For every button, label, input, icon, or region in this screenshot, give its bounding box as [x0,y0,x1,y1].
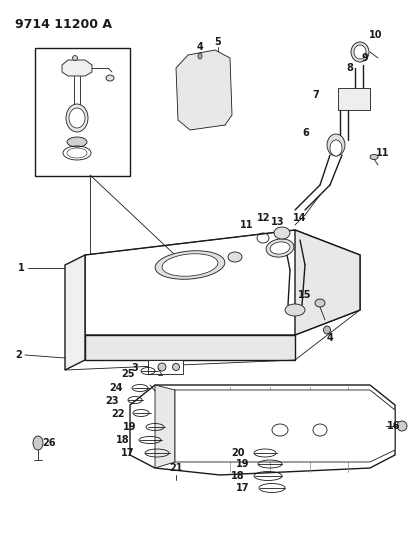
Ellipse shape [173,364,180,370]
Text: 24: 24 [109,383,123,393]
Ellipse shape [198,53,202,59]
Text: 6: 6 [302,128,309,138]
Ellipse shape [69,108,85,128]
Text: 4: 4 [327,333,333,343]
Polygon shape [62,60,92,76]
Ellipse shape [354,45,366,59]
Ellipse shape [266,239,294,257]
Bar [338,88,370,110]
Polygon shape [130,385,395,475]
Text: 10: 10 [369,30,383,40]
Text: 17: 17 [236,483,250,493]
Ellipse shape [351,42,369,62]
Text: 21: 21 [169,463,183,473]
Text: 19: 19 [123,422,137,432]
Ellipse shape [162,254,218,276]
Text: 11: 11 [376,148,390,158]
Text: 9: 9 [362,53,368,63]
Text: 13: 13 [271,217,285,227]
Polygon shape [295,230,360,335]
Ellipse shape [274,227,290,239]
Text: 19: 19 [236,459,250,469]
Ellipse shape [33,436,43,450]
Text: 22: 22 [111,409,125,419]
Text: 8: 8 [346,63,353,73]
Polygon shape [155,385,175,468]
Text: 18: 18 [116,435,130,445]
Text: 26: 26 [42,438,55,448]
Ellipse shape [397,421,407,431]
Text: 25: 25 [121,369,135,379]
Polygon shape [85,335,295,360]
Ellipse shape [66,104,88,132]
Ellipse shape [155,251,225,279]
Polygon shape [176,50,232,130]
Text: 17: 17 [121,448,135,458]
Text: 23: 23 [105,396,119,406]
Ellipse shape [323,326,330,334]
Polygon shape [65,255,85,370]
Ellipse shape [67,137,87,147]
Bar [35,48,130,176]
Ellipse shape [228,252,242,262]
Text: 14: 14 [293,213,307,223]
Text: 2: 2 [15,350,22,360]
Ellipse shape [327,134,345,156]
Text: 4: 4 [196,42,203,52]
Text: 12: 12 [257,213,271,223]
Bar [148,360,183,374]
Text: 1: 1 [18,263,25,273]
Text: 15: 15 [298,290,312,300]
Ellipse shape [370,155,378,159]
Text: 18: 18 [231,471,245,481]
Text: 3: 3 [132,363,139,373]
Text: 11: 11 [240,220,254,230]
Ellipse shape [285,304,305,316]
Text: 16: 16 [387,421,400,431]
Text: 9714 11200 A: 9714 11200 A [15,18,112,31]
Ellipse shape [270,242,290,254]
Polygon shape [175,390,395,462]
Ellipse shape [315,299,325,307]
Ellipse shape [106,75,114,81]
Polygon shape [85,230,360,335]
Text: 5: 5 [215,37,222,47]
Text: 7: 7 [313,90,319,100]
Ellipse shape [158,363,166,371]
Ellipse shape [72,55,78,61]
Text: 20: 20 [231,448,245,458]
Ellipse shape [330,140,342,156]
